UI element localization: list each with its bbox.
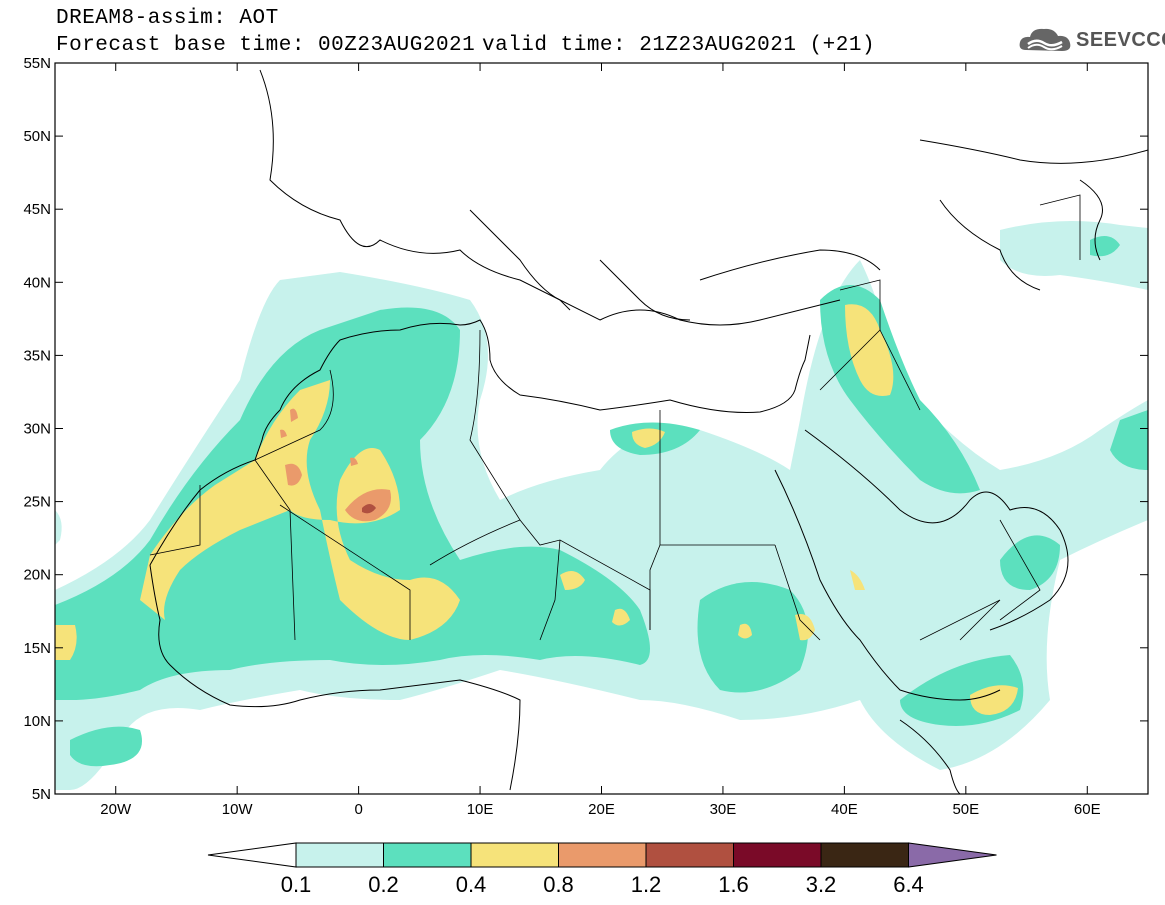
lon-label: 10E — [467, 801, 494, 818]
colorbar-label: 0.2 — [368, 872, 399, 897]
colorbar-box — [733, 842, 822, 868]
lon-label: 10W — [222, 801, 254, 818]
lat-label: 55N — [23, 55, 51, 72]
lat-label: 50N — [23, 128, 51, 145]
colorbar-label: 3.2 — [806, 872, 837, 897]
map-title: DREAM8-assim: AOT — [56, 7, 279, 30]
colorbar-label: 1.2 — [631, 872, 662, 897]
logo-text: SEEVCCC — [1076, 29, 1165, 51]
colorbar-box — [470, 842, 559, 868]
colorbar-box — [383, 842, 472, 868]
lat-label: 15N — [23, 640, 51, 657]
forecast-base-time: Forecast base time: 00Z23AUG2021 — [56, 34, 476, 57]
cloud-logo-icon — [1019, 28, 1071, 51]
lon-label: 50E — [952, 801, 979, 818]
lon-label: 0 — [354, 801, 362, 818]
colorbar-box — [558, 842, 647, 868]
colorbar-label: 0.1 — [281, 872, 312, 897]
lon-label: 40E — [831, 801, 858, 818]
lat-label: 10N — [23, 713, 51, 730]
lat-label: 30N — [23, 421, 51, 438]
aot-level-1-2-region — [362, 504, 376, 514]
lon-label: 20E — [588, 801, 615, 818]
lat-label: 40N — [23, 274, 51, 291]
lon-label: 60E — [1074, 801, 1101, 818]
colorbar-box — [645, 842, 734, 868]
lat-label: 25N — [23, 494, 51, 511]
country-borders — [149, 194, 1081, 641]
lat-label: 35N — [23, 347, 51, 364]
aot-level-0-4-region — [55, 304, 1018, 715]
lat-label: 5N — [32, 786, 51, 803]
colorbar-box — [820, 842, 909, 868]
longitude-labels: 20W 10W 0 10E 20E 30E 40E 50E 60E — [100, 801, 1100, 818]
colorbar-box — [295, 842, 384, 868]
colorbar-min-arrow — [207, 842, 297, 868]
lat-label: 20N — [23, 567, 51, 584]
lon-label: 20W — [100, 801, 132, 818]
map-ticks — [55, 62, 1148, 795]
valid-time: valid time: 21Z23AUG2021 (+21) — [482, 34, 876, 57]
latitude-labels: 55N 50N 45N 40N 35N 30N 25N 20N 15N 10N 5N — [23, 55, 51, 803]
colorbar-label: 0.4 — [456, 872, 487, 897]
colorbar-label: 0.8 — [543, 872, 574, 897]
lat-label: 45N — [23, 201, 51, 218]
colorbar-label: 6.4 — [893, 872, 924, 897]
lon-label: 30E — [710, 801, 737, 818]
coastlines — [55, 63, 1148, 794]
colorbar-max-arrow — [908, 842, 997, 868]
colorbar-label: 1.6 — [718, 872, 749, 897]
